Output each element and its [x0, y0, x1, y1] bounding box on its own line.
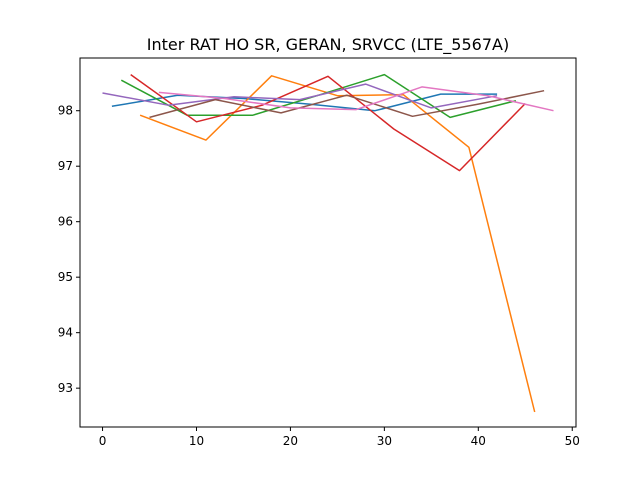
x-tick-label: 40	[471, 434, 486, 448]
plot-frame	[79, 57, 577, 428]
axes-layer: 0 10 20 30 40 50 93 94 95 96 97 98	[58, 104, 580, 448]
series-layer	[102, 73, 554, 413]
y-tick-label: 93	[58, 381, 73, 395]
y-tick-label: 95	[58, 270, 73, 284]
x-tick-label: 30	[377, 434, 392, 448]
series-line-2	[139, 75, 536, 413]
series-line-6	[149, 89, 545, 119]
series-line-7	[158, 86, 554, 112]
series-line-1	[111, 93, 498, 112]
x-tick-label: 10	[189, 434, 204, 448]
x-tick-label: 50	[565, 434, 580, 448]
y-tick-label: 98	[58, 104, 73, 118]
x-tick-label: 20	[283, 434, 298, 448]
y-tick-label: 96	[58, 215, 73, 229]
y-tick-label: 97	[58, 159, 73, 173]
x-tick-label: 0	[99, 434, 107, 448]
chart-title: Inter RAT HO SR, GERAN, SRVCC (LTE_5567A…	[147, 35, 509, 55]
series-line-5	[102, 83, 498, 109]
y-tick-label: 94	[58, 326, 73, 340]
series-line-4	[130, 73, 526, 172]
